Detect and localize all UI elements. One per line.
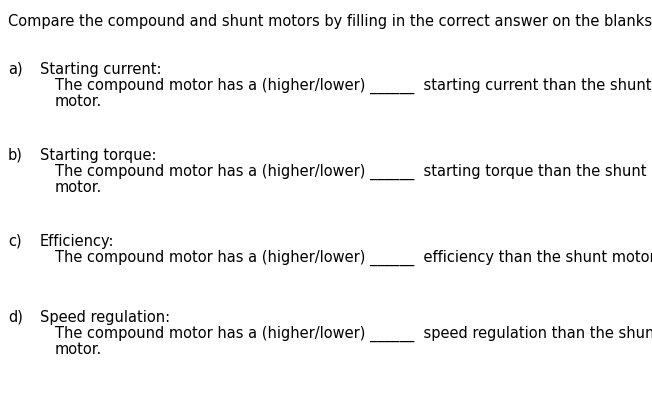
Text: The compound motor has a (higher/lower) ______  starting current than the shunt: The compound motor has a (higher/lower) …: [55, 78, 651, 94]
Text: motor.: motor.: [55, 342, 102, 357]
Text: Starting torque:: Starting torque:: [40, 148, 156, 163]
Text: The compound motor has a (higher/lower) ______  starting torque than the shunt: The compound motor has a (higher/lower) …: [55, 164, 647, 180]
Text: motor.: motor.: [55, 180, 102, 195]
Text: Efficiency:: Efficiency:: [40, 234, 115, 249]
Text: The compound motor has a (higher/lower) ______  speed regulation than the shunt: The compound motor has a (higher/lower) …: [55, 326, 652, 342]
Text: The compound motor has a (higher/lower) ______  efficiency than the shunt motor.: The compound motor has a (higher/lower) …: [55, 250, 652, 266]
Text: d): d): [8, 310, 23, 325]
Text: Compare the compound and shunt motors by filling in the correct answer on the bl: Compare the compound and shunt motors by…: [8, 14, 652, 29]
Text: Speed regulation:: Speed regulation:: [40, 310, 170, 325]
Text: motor.: motor.: [55, 94, 102, 109]
Text: a): a): [8, 62, 23, 77]
Text: b): b): [8, 148, 23, 163]
Text: Starting current:: Starting current:: [40, 62, 162, 77]
Text: c): c): [8, 234, 22, 249]
